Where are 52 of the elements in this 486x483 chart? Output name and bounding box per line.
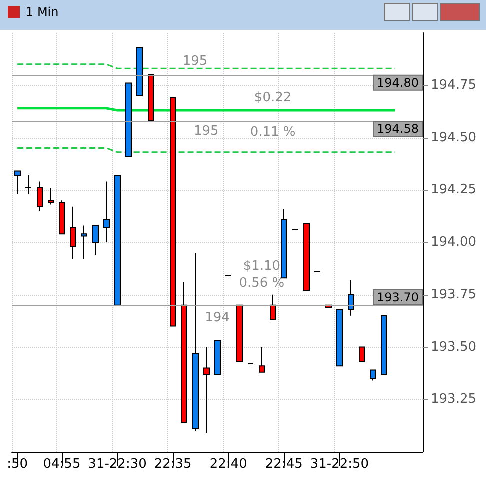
candlestick bbox=[214, 340, 221, 375]
candlestick bbox=[136, 47, 143, 96]
y-tick-label: 193.25 bbox=[431, 392, 476, 408]
y-tick-label: 193.75 bbox=[431, 287, 476, 302]
x-tick-label: 31-22:50 bbox=[310, 457, 370, 472]
candlestick bbox=[114, 174, 121, 306]
ref-line-label: 193.70 bbox=[377, 290, 419, 304]
y-tick-label: 194.50 bbox=[431, 130, 476, 146]
annotation: $0.22 bbox=[254, 90, 292, 106]
candlestick bbox=[14, 170, 21, 195]
candlestick bbox=[181, 282, 187, 424]
annotation: 194 bbox=[205, 310, 230, 326]
candlestick bbox=[192, 252, 199, 432]
annotation: 195 bbox=[182, 54, 208, 69]
candlestick bbox=[359, 346, 365, 362]
y-tick-label: 193.50 bbox=[431, 340, 476, 355]
candlestick bbox=[236, 304, 243, 362]
candlestick bbox=[81, 225, 87, 260]
candlestick bbox=[37, 181, 43, 212]
candlestick bbox=[103, 181, 110, 243]
ref-line-label: 194.80 bbox=[377, 76, 419, 90]
candlestick bbox=[148, 74, 154, 122]
candlestick bbox=[125, 82, 132, 158]
y-tick-label: 194.75 bbox=[431, 78, 476, 93]
candlestick bbox=[336, 309, 343, 367]
x-tick-label: 04:55 bbox=[43, 457, 81, 472]
annotation: $1.10 bbox=[243, 259, 281, 274]
x-tick-label: 31-22:30 bbox=[88, 457, 147, 472]
candlestick bbox=[48, 188, 54, 206]
x-tick-label: 22:35 bbox=[154, 457, 192, 472]
candlestick bbox=[70, 206, 76, 260]
ref-line-label: 194.58 bbox=[377, 122, 419, 136]
annotation: 195 bbox=[194, 124, 219, 139]
candlestick bbox=[259, 346, 265, 373]
candlestick bbox=[170, 97, 176, 327]
candlestick bbox=[303, 223, 310, 292]
candlestick bbox=[203, 346, 210, 434]
annotation: 0.11 % bbox=[250, 125, 296, 140]
candlestick bbox=[281, 208, 287, 279]
candlestick bbox=[92, 225, 99, 256]
candlestick bbox=[381, 315, 387, 375]
x-tick-label: 22:40 bbox=[210, 457, 248, 472]
y-tick-label: 194.00 bbox=[431, 235, 476, 250]
chart-title: 1 Min bbox=[26, 5, 59, 19]
candlestick bbox=[59, 200, 65, 235]
annotation: 0.56 % bbox=[239, 276, 285, 291]
candlestick bbox=[348, 280, 354, 316]
candlestick bbox=[25, 174, 32, 195]
candlestick bbox=[370, 370, 376, 382]
y-tick-label: 194.25 bbox=[431, 182, 476, 198]
x-tick-label: 22:45 bbox=[265, 457, 303, 472]
candlestick bbox=[270, 294, 276, 321]
